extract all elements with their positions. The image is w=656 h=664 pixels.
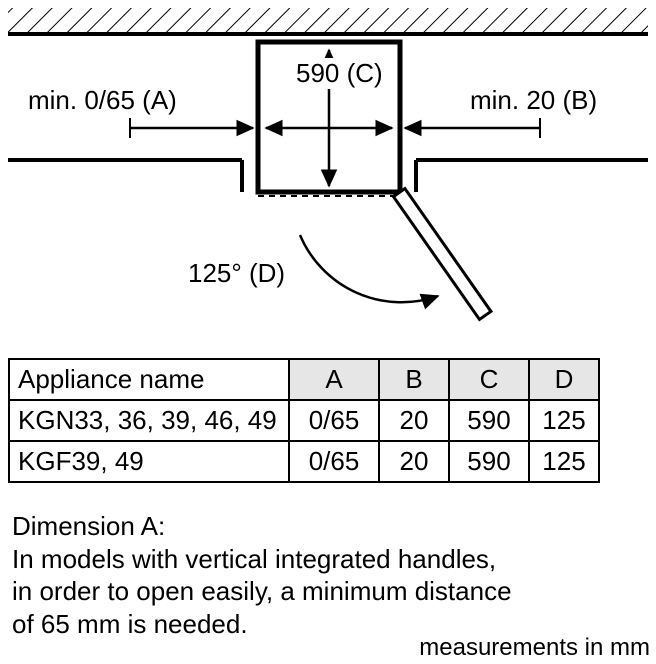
cell-b: 20	[379, 441, 449, 482]
col-header-name: Appliance name	[9, 359, 289, 400]
table-row: KGF39, 49 0/65 20 590 125	[9, 441, 599, 482]
label-clearance-b: min. 20 (B)	[470, 85, 597, 116]
label-clearance-a: min. 0/65 (A)	[28, 85, 177, 116]
table-header-row: Appliance name A B C D	[9, 359, 599, 400]
note-line: in order to open easily, a minimum dista…	[12, 575, 512, 608]
label-angle-d: 125° (D)	[188, 258, 285, 289]
cell-name: KGF39, 49	[9, 441, 289, 482]
label-depth-c: 590 (C)	[294, 58, 385, 89]
note-title: Dimension A:	[12, 510, 512, 543]
cell-d: 125	[529, 441, 599, 482]
units-label: measurements in mm	[419, 634, 650, 662]
col-header-c: C	[449, 359, 529, 400]
dimension-note: Dimension A: In models with vertical int…	[12, 510, 512, 640]
note-line: In models with vertical integrated handl…	[12, 543, 512, 576]
diagram-svg	[0, 0, 656, 350]
cell-c: 590	[449, 400, 529, 441]
table-row: KGN33, 36, 39, 46, 49 0/65 20 590 125	[9, 400, 599, 441]
cell-b: 20	[379, 400, 449, 441]
cell-name: KGN33, 36, 39, 46, 49	[9, 400, 289, 441]
cell-a: 0/65	[289, 441, 379, 482]
cell-c: 590	[449, 441, 529, 482]
cell-d: 125	[529, 400, 599, 441]
col-header-b: B	[379, 359, 449, 400]
dimensions-table: Appliance name A B C D KGN33, 36, 39, 46…	[8, 358, 648, 483]
col-header-a: A	[289, 359, 379, 400]
installation-diagram: min. 0/65 (A) min. 20 (B) 590 (C) 125° (…	[0, 0, 656, 350]
cell-a: 0/65	[289, 400, 379, 441]
col-header-d: D	[529, 359, 599, 400]
